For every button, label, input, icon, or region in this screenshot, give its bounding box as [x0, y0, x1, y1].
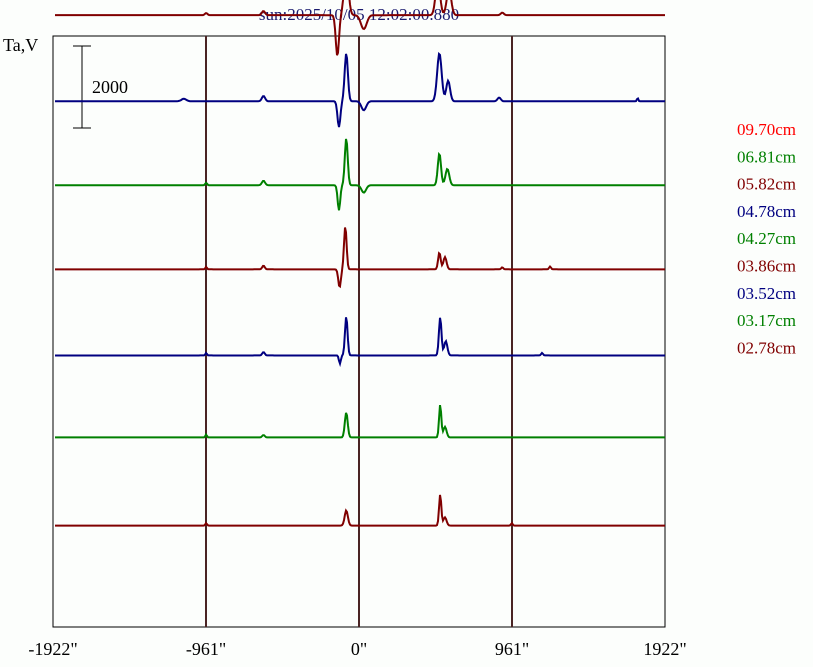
legend-entry: 03.17cm — [737, 311, 796, 330]
series-line-04.78cm — [55, 51, 665, 128]
scale-bar-label: 2000 — [92, 77, 128, 97]
x-tick-label: -961" — [186, 639, 226, 659]
legend-entry: 03.52cm — [737, 284, 796, 303]
scale-bar: 2000 — [73, 45, 128, 129]
legend-entry: 02.78cm — [737, 338, 796, 357]
series-line-05.82cm — [55, 0, 665, 56]
y-axis-label: Ta,V — [3, 35, 38, 55]
legend-entry: 04.78cm — [737, 202, 796, 221]
chart-title: sun:2025/10/05 12:02:00.880 — [259, 5, 459, 24]
legend-entry: 03.86cm — [737, 257, 796, 276]
x-tick-label: 0" — [351, 639, 367, 659]
series-line-04.27cm — [55, 138, 665, 211]
series-line-02.78cm — [55, 494, 665, 527]
series-line-03.17cm — [55, 404, 665, 439]
x-tick-label: -1922" — [28, 639, 77, 659]
legend-entry: 06.81cm — [737, 147, 796, 166]
series-line-03.52cm — [55, 317, 665, 368]
series-line-03.86cm — [55, 227, 665, 289]
legend-entry: 09.70cm — [737, 120, 796, 139]
x-tick-label: 961" — [495, 639, 529, 659]
legend-entry: 05.82cm — [737, 175, 796, 194]
legend-entry: 04.27cm — [737, 229, 796, 248]
x-tick-label: 1922" — [643, 639, 686, 659]
